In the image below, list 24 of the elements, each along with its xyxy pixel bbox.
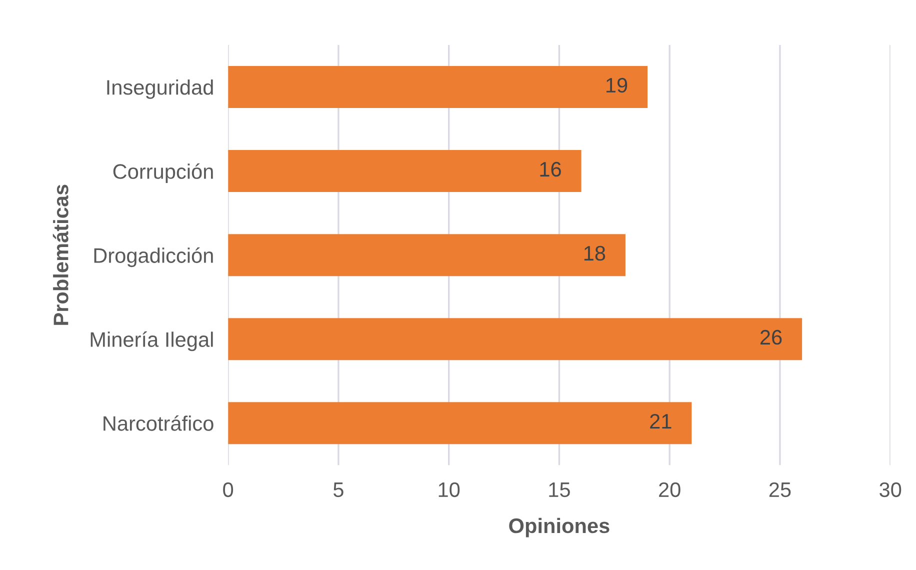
y-tick-label: Corrupción	[113, 163, 213, 184]
x-tick-label: 5	[334, 482, 344, 498]
x-tick-label: 20	[659, 482, 680, 498]
data-label: 19	[606, 78, 628, 93]
data-label: 18	[584, 246, 606, 261]
x-axis-title: Opiniones	[509, 518, 610, 538]
x-tick-label: 25	[769, 482, 791, 498]
bar	[228, 66, 648, 108]
x-tick-label: 10	[438, 482, 460, 498]
bar	[228, 234, 626, 276]
bar	[228, 318, 802, 360]
y-axis-title: Problemáticas	[52, 184, 68, 325]
bar	[228, 150, 582, 192]
y-tick-label: Minería Ilegal	[90, 331, 213, 352]
x-tick-label: 15	[549, 482, 570, 498]
y-tick-label: Drogadicción	[94, 247, 213, 268]
x-tick-label: 0	[223, 482, 234, 498]
bar	[228, 402, 692, 444]
y-tick-label: Inseguridad	[107, 79, 213, 99]
data-label: 21	[650, 414, 672, 428]
data-label: 26	[760, 330, 782, 345]
data-label: 16	[540, 162, 561, 177]
x-tick-label: 30	[880, 482, 902, 498]
y-tick-label: Narcotráfico	[104, 415, 214, 431]
